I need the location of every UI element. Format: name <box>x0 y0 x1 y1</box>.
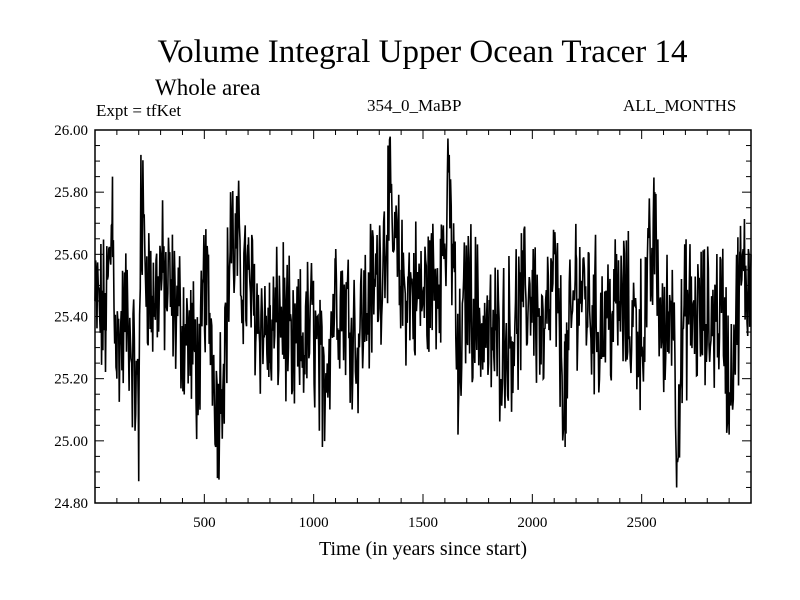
series-line <box>94 136 752 488</box>
x-tick-label: 500 <box>193 515 216 531</box>
months-label: ALL_MONTHS <box>623 96 737 115</box>
y-tick-label: 25.80 <box>54 185 88 201</box>
experiment-label: Expt = tfKet <box>96 101 182 120</box>
y-tick-label: 25.00 <box>54 434 88 450</box>
x-tick-label: 2000 <box>517 515 547 531</box>
plot-frame <box>94 129 752 504</box>
y-tick-label: 26.00 <box>54 123 88 139</box>
y-tick-label: 25.40 <box>54 310 88 326</box>
x-tick-label: 1000 <box>299 515 329 531</box>
x-axis-label: Time (in years since start) <box>319 538 527 560</box>
x-tick-label: 1500 <box>408 515 438 531</box>
chart-subtitle: Whole area <box>155 75 261 100</box>
x-axis: 500 1000 1500 2000 2500 <box>116 130 730 531</box>
x-tick-label: 2500 <box>627 515 657 531</box>
y-tick-label: 25.20 <box>54 372 88 388</box>
run-label: 354_0_MaBP <box>367 96 462 115</box>
y-tick-label: 25.60 <box>54 247 88 263</box>
chart-title: Volume Integral Upper Ocean Tracer 14 <box>157 34 688 70</box>
y-tick-label: 24.80 <box>54 496 88 512</box>
